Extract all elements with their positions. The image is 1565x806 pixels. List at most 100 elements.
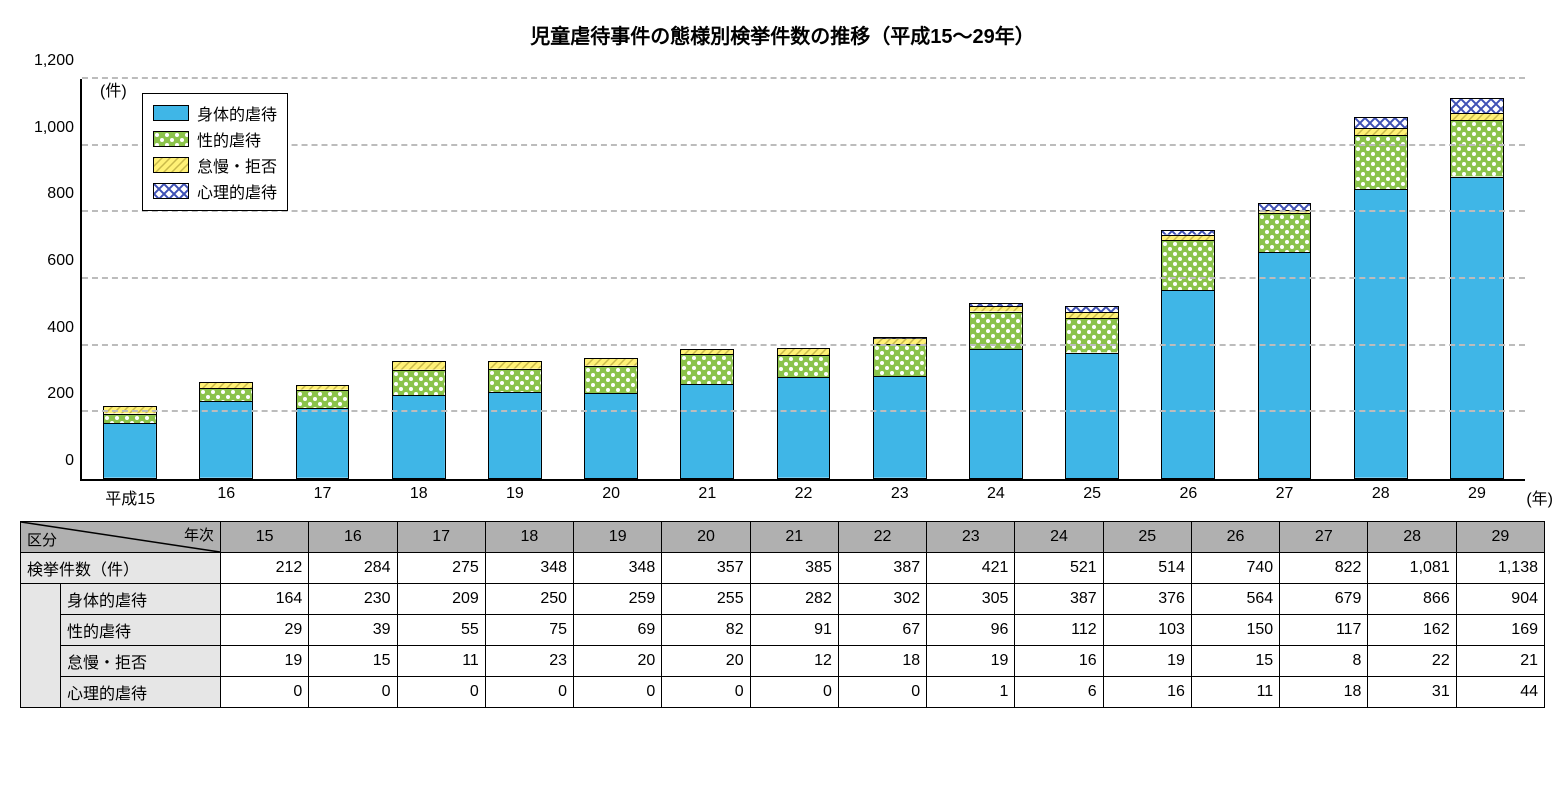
stacked-bar [777,348,831,479]
bar-segment-neglect [393,362,445,370]
row-header: 身体的虐待 [61,584,221,615]
stacked-bar [296,385,350,479]
chart-area: (件) 身体的虐待性的虐待怠慢・拒否心理的虐待 平成15161718192021… [80,79,1525,481]
bar-segment-physical [585,393,637,478]
cell-total: 357 [662,553,750,584]
cell: 209 [397,584,485,615]
cell: 15 [1191,646,1279,677]
x-tick-label: 平成15 [82,479,178,509]
legend-item: 心理的虐待 [153,178,277,204]
cell-total: 1,138 [1456,553,1544,584]
y-tick-label: 1,000 [34,119,82,137]
cell: 1 [927,677,1015,708]
x-tick-label: 19 [467,479,563,503]
stacked-bar [1450,98,1504,479]
stacked-bar [103,406,157,479]
cell: 0 [397,677,485,708]
cell: 11 [1191,677,1279,708]
cell: 96 [927,615,1015,646]
table-corner: 年次区分 [21,522,221,553]
stacked-bar [1354,117,1408,479]
bar-column: 24 [948,79,1044,479]
gridline [82,410,1525,412]
cell: 8 [1280,646,1368,677]
bar-segment-neglect [1066,312,1118,318]
cell: 255 [662,584,750,615]
cell: 22 [1368,646,1456,677]
cell: 75 [485,615,573,646]
col-header: 24 [1015,522,1103,553]
stacked-bar [873,337,927,479]
cell: 11 [397,646,485,677]
legend-swatch [153,105,189,121]
col-header: 25 [1103,522,1191,553]
legend-item: 身体的虐待 [153,100,277,126]
bar-segment-physical [393,395,445,478]
bar-segment-sexual [393,370,445,395]
cell: 44 [1456,677,1544,708]
legend-label: 性的虐待 [197,127,261,151]
cell-total: 1,081 [1368,553,1456,584]
bar-column: 22 [755,79,851,479]
chart-title: 児童虐待事件の態様別検挙件数の推移（平成15～29年） [20,20,1545,49]
cell-total: 514 [1103,553,1191,584]
x-tick-label: 21 [659,479,755,503]
cell: 39 [309,615,397,646]
cell: 103 [1103,615,1191,646]
bar-segment-sexual [1162,240,1214,290]
cell: 82 [662,615,750,646]
bar-column: 29 [1429,79,1525,479]
bar-segment-neglect [970,306,1022,311]
bar-segment-neglect [778,349,830,355]
bar-segment-sexual [585,366,637,393]
cell-total: 348 [485,553,573,584]
cell: 679 [1280,584,1368,615]
bar-segment-physical [778,377,830,478]
cell: 866 [1368,584,1456,615]
cell: 564 [1191,584,1279,615]
bar-segment-psych [1066,307,1118,312]
col-header: 16 [309,522,397,553]
bar-segment-psych [1451,99,1503,114]
bar-segment-physical [874,376,926,478]
cell: 21 [1456,646,1544,677]
bar-column: 19 [467,79,563,479]
cell-total: 521 [1015,553,1103,584]
cell: 91 [750,615,838,646]
stacked-bar [1065,306,1119,479]
col-header: 19 [574,522,662,553]
cell-total: 822 [1280,553,1368,584]
bar-segment-sexual [297,390,349,408]
legend-swatch [153,183,189,199]
cell: 19 [927,646,1015,677]
gridline [82,277,1525,279]
cell: 0 [662,677,750,708]
bar-segment-neglect [681,350,733,354]
cell-total: 284 [309,553,397,584]
bar-segment-physical [297,408,349,478]
y-tick-label: 0 [65,452,82,470]
y-tick-label: 600 [47,252,82,270]
cell: 387 [1015,584,1103,615]
cell: 259 [574,584,662,615]
legend-swatch [153,157,189,173]
cell: 164 [221,584,309,615]
bar-segment-sexual [104,414,156,424]
bar-segment-physical [489,392,541,478]
cell: 305 [927,584,1015,615]
bar-column: 25 [1044,79,1140,479]
legend: 身体的虐待性的虐待怠慢・拒否心理的虐待 [142,93,288,211]
bar-column: 28 [1333,79,1429,479]
stacked-bar [969,303,1023,479]
x-tick-label: 29 [1429,479,1525,503]
bar-segment-psych [970,304,1022,306]
x-tick-label: 28 [1333,479,1429,503]
cell: 117 [1280,615,1368,646]
cell: 16 [1015,646,1103,677]
cell: 18 [838,646,926,677]
cell: 18 [1280,677,1368,708]
x-tick-label: 24 [948,479,1044,503]
corner-bottom-label: 区分 [27,529,57,550]
bar-segment-sexual [1259,213,1311,252]
legend-label: 怠慢・拒否 [197,153,277,177]
